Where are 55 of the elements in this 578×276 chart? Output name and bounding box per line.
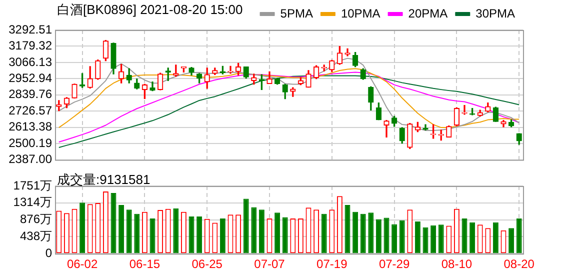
bar bbox=[118, 204, 124, 254]
y-tick-label: 1314万 bbox=[13, 195, 52, 210]
y-tick-label: 1751万 bbox=[13, 178, 52, 192]
y-tick-label: 2387.00 bbox=[8, 152, 52, 166]
bar bbox=[352, 212, 358, 254]
x-tick-label: 08-10 bbox=[441, 257, 472, 272]
x-tick-label: 08-20 bbox=[504, 257, 535, 272]
bar bbox=[516, 218, 522, 254]
y-tick-label: 0 bbox=[45, 246, 52, 260]
bar bbox=[196, 216, 202, 254]
legend-label: 30PMA bbox=[476, 6, 516, 20]
bar bbox=[134, 214, 140, 254]
y-tick-label: 3066.13 bbox=[8, 54, 52, 69]
bar bbox=[492, 222, 498, 254]
bar bbox=[251, 207, 257, 254]
bar bbox=[430, 225, 436, 254]
bar bbox=[173, 208, 179, 254]
x-tick-label: 07-29 bbox=[378, 257, 410, 272]
bar bbox=[399, 220, 405, 254]
bar bbox=[438, 224, 444, 254]
candlestick bbox=[344, 48, 350, 56]
bar bbox=[376, 219, 382, 254]
x-tick-label: 06-15 bbox=[129, 257, 160, 272]
x-tick-label: 06-02 bbox=[66, 257, 98, 272]
y-tick-label: 2952.94 bbox=[8, 70, 52, 85]
y-tick-label: 2726.57 bbox=[8, 103, 52, 118]
legend-label: 5PMA bbox=[280, 6, 313, 20]
y-tick-label: 3292.51 bbox=[8, 22, 52, 36]
bar bbox=[80, 202, 86, 254]
y-tick-label: 3179.32 bbox=[8, 38, 52, 53]
bar bbox=[368, 212, 374, 254]
y-tick-label: 2613.38 bbox=[8, 120, 52, 134]
y-tick-label: 2839.76 bbox=[8, 87, 52, 102]
x-tick-label: 07-07 bbox=[254, 257, 286, 272]
bar bbox=[321, 214, 327, 254]
bar bbox=[220, 218, 226, 254]
bar bbox=[508, 228, 514, 254]
y-tick-label: 2500.19 bbox=[8, 136, 52, 150]
bar bbox=[470, 222, 476, 254]
chart-title: 成交量:9131581 bbox=[57, 171, 150, 189]
bar bbox=[392, 224, 398, 254]
x-tick-label: 07-19 bbox=[316, 257, 348, 272]
legend-label: 20PMA bbox=[408, 6, 448, 20]
bar bbox=[282, 217, 288, 254]
y-tick-label: 438万 bbox=[20, 229, 52, 244]
y-tick-label: 876万 bbox=[20, 212, 52, 226]
chart-title: 白酒[BK0896] 2021-08-20 15:00 bbox=[57, 1, 243, 19]
bar bbox=[274, 212, 280, 254]
bar bbox=[126, 210, 132, 254]
bar bbox=[243, 198, 249, 254]
x-tick-label: 06-25 bbox=[192, 257, 223, 272]
legend-label: 10PMA bbox=[340, 6, 380, 20]
bar bbox=[414, 222, 420, 254]
bar bbox=[360, 214, 366, 254]
bar bbox=[258, 210, 264, 254]
